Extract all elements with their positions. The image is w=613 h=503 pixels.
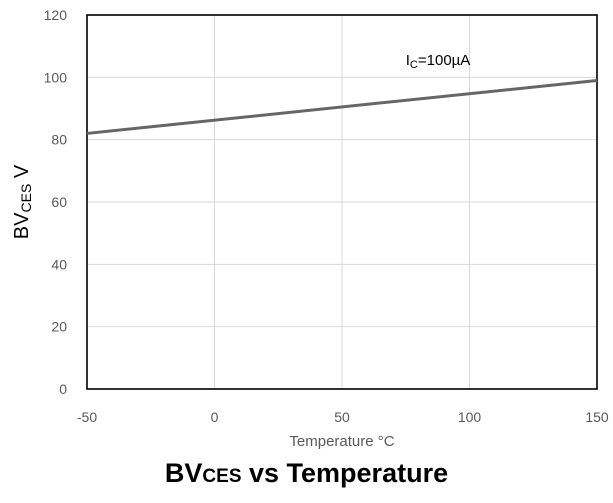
chart-title: BVCES vs Temperature xyxy=(0,458,613,489)
annotation-main: I xyxy=(406,52,410,69)
plot-frame xyxy=(86,14,598,390)
chart-title-subscript: CES xyxy=(202,466,242,487)
y-tick-labels: 0 20 40 60 80 100 120 xyxy=(44,7,68,397)
x-tick-label: 0 xyxy=(211,409,219,425)
x-tick-label: 50 xyxy=(334,409,350,425)
x-tick-label: 150 xyxy=(585,409,609,425)
x-tick-label: -50 xyxy=(77,409,97,425)
series-line xyxy=(86,78,598,135)
y-axis-title-main: BV xyxy=(11,212,33,239)
y-tick-label: 40 xyxy=(51,256,67,272)
y-tick-label: 20 xyxy=(51,319,67,335)
y-axis-title-subscript: CES xyxy=(18,184,34,213)
y-tick-label: 0 xyxy=(59,381,67,397)
chart-title-main: BV xyxy=(164,458,203,488)
x-axis-title: Temperature °C xyxy=(289,433,394,450)
y-axis-title: BVCES V xyxy=(11,164,34,239)
series-lines xyxy=(86,78,598,135)
y-tick-label: 100 xyxy=(44,69,68,85)
annotation-subscript: C xyxy=(410,59,418,71)
x-tick-label: 100 xyxy=(458,409,482,425)
annotation-value: =100µA xyxy=(418,52,470,69)
current-annotation: IC=100µA xyxy=(406,52,471,71)
y-tick-label: 80 xyxy=(51,132,67,148)
y-axis-title-unit: V xyxy=(11,164,33,184)
x-tick-labels: -50 0 50 100 150 xyxy=(77,409,609,425)
y-tick-label: 60 xyxy=(51,194,67,210)
grid-lines xyxy=(86,14,598,390)
y-tick-label: 120 xyxy=(44,7,68,23)
chart-title-rest: vs Temperature xyxy=(241,458,449,488)
